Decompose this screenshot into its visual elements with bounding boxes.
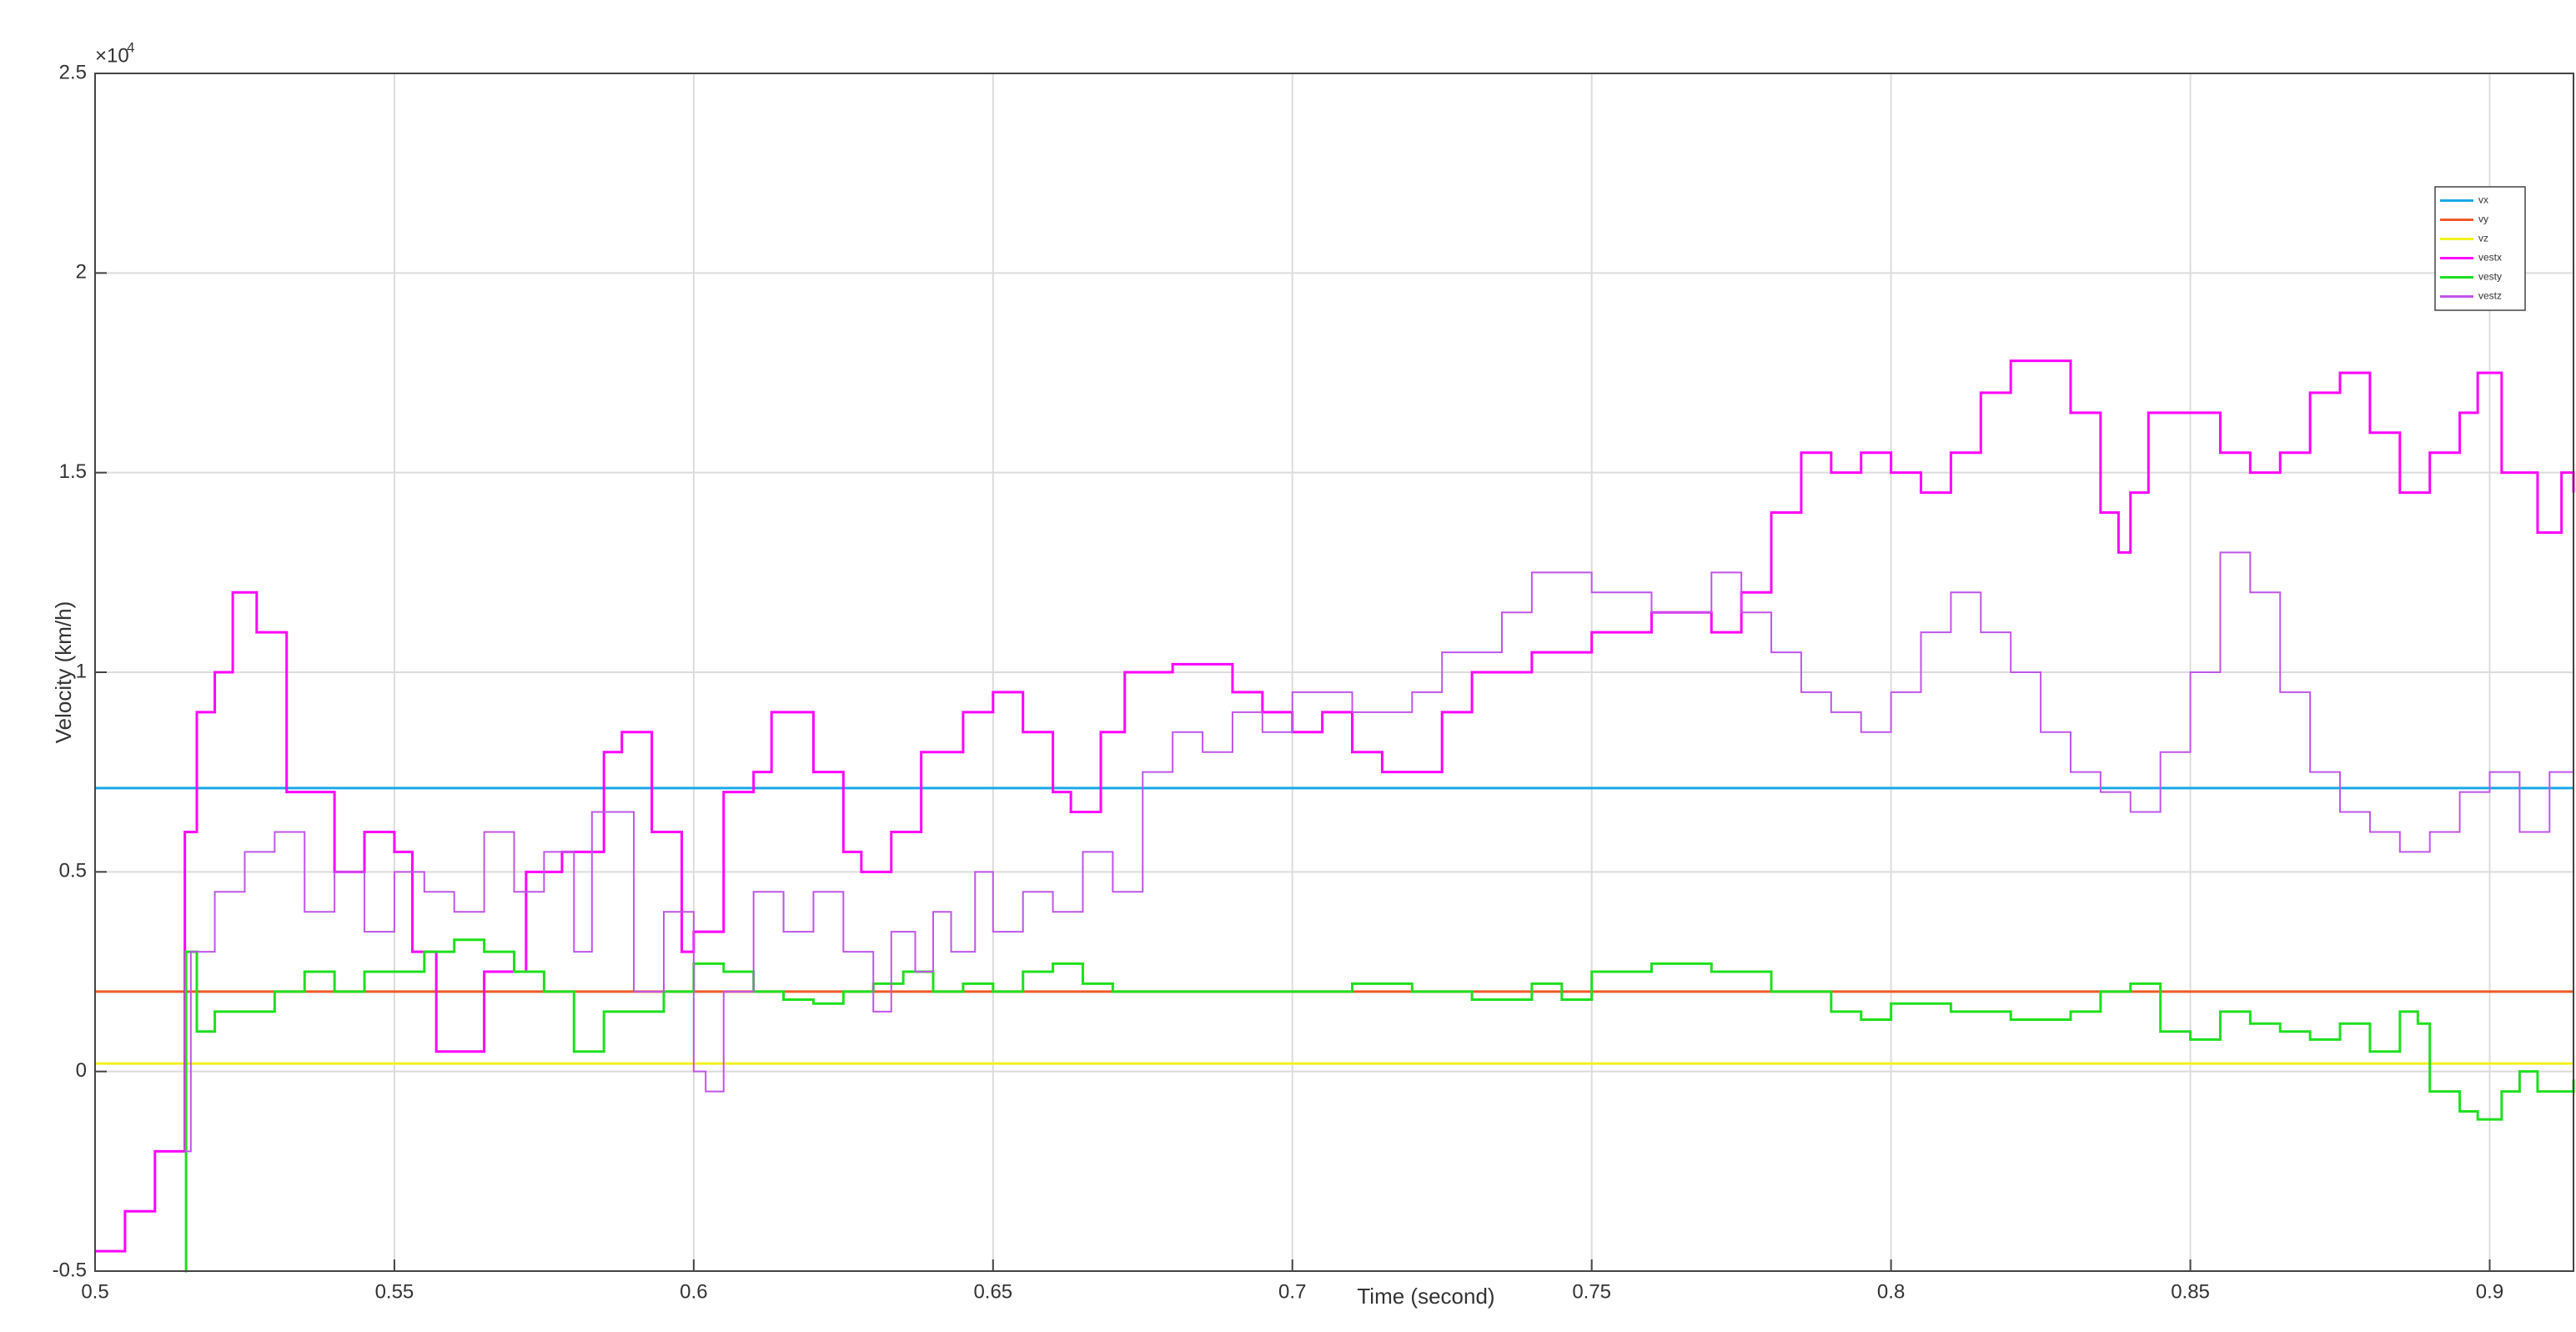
series-line <box>184 551 2574 1153</box>
legend-box <box>2434 186 2526 311</box>
legend: vx vy vz vestx vesty vestz <box>2434 186 2526 311</box>
y-tick-label: -0.5 <box>53 1259 87 1281</box>
y-exponent-base: ×10 <box>95 44 129 67</box>
y-tick-label: 1.5 <box>59 460 87 483</box>
series-line <box>184 938 2575 1273</box>
legend-label: vestz <box>2478 290 2502 302</box>
x-tick-label: 0.9 <box>2476 1280 2503 1303</box>
y-tick-label: 2 <box>76 261 87 284</box>
legend-label: vesty <box>2478 271 2502 283</box>
y-exponent-power: 4 <box>127 39 134 55</box>
x-tick-label: 0.65 <box>973 1280 1012 1303</box>
legend-label: vx <box>2478 194 2488 206</box>
axes: 0.5 0.55 0.6 0.65 0.7 0.75 0.8 0.85 0.9 -0.5 0 0.5 1… <box>53 61 2504 1303</box>
x-tick-label: 0.75 <box>1572 1280 1611 1303</box>
legend-label: vz <box>2478 233 2488 244</box>
legend-label: vestx <box>2478 252 2502 264</box>
x-tick-label: 0.8 <box>1877 1280 1905 1303</box>
x-tick-label: 0.85 <box>2171 1280 2210 1303</box>
x-tick-label: 0.55 <box>375 1280 414 1303</box>
y-axis-label: Velocity (km/h) <box>51 601 76 744</box>
plot-area <box>95 359 2575 1273</box>
y-tick-label: 1 <box>76 660 87 682</box>
x-axis-label: Time (second) <box>1357 1284 1494 1309</box>
y-tick-label: 2.5 <box>59 61 87 83</box>
x-tick-label: 0.7 <box>1278 1280 1306 1303</box>
legend-label: vy <box>2478 214 2488 225</box>
y-tick-label: 0.5 <box>59 860 87 882</box>
x-tick-label: 0.6 <box>680 1280 707 1303</box>
x-tick-label: 0.5 <box>81 1280 108 1303</box>
y-tick-label: 0 <box>76 1059 87 1082</box>
